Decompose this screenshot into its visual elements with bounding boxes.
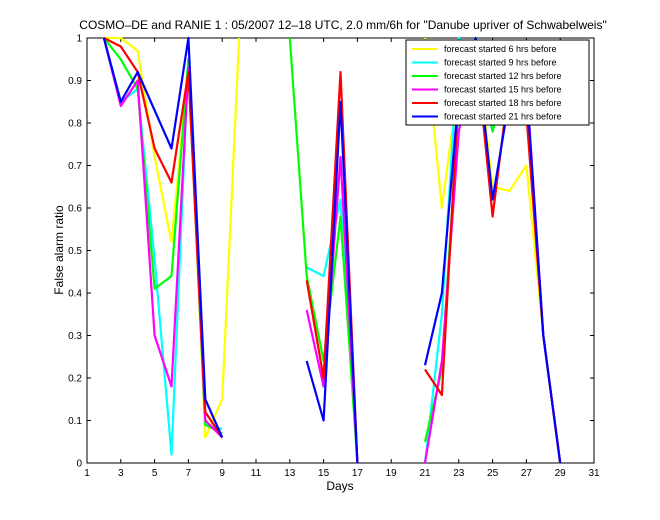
x-tick-label: 27: [521, 468, 533, 479]
x-tick-label: 21: [419, 468, 431, 479]
y-tick-label: 0: [76, 459, 82, 470]
y-tick-label: 0.6: [68, 204, 82, 215]
y-tick-label: 0.1: [68, 416, 82, 427]
x-tick-label: 23: [453, 468, 465, 479]
x-tick-label: 3: [118, 468, 124, 479]
legend-entry-3: forecast started 12 hrs before: [444, 71, 562, 81]
legend-entry-4: forecast started 15 hrs before: [444, 85, 562, 95]
x-tick-label: 5: [152, 468, 158, 479]
x-tick-label: 13: [284, 468, 296, 479]
axis-ticks: 1 3 5 7 9 11 13 15 17 19 21 23 25 27 29 3100.10.20.30.4…: [68, 34, 600, 480]
series-lines: [102, 36, 562, 464]
legend-entry-6: forecast started 21 hrs before: [444, 112, 562, 122]
x-tick-label: 11: [251, 468, 262, 479]
x-tick-label: 25: [487, 468, 499, 479]
y-tick-label: 0.9: [68, 76, 82, 87]
y-tick-label: 0.7: [68, 161, 82, 172]
x-tick-label: 1: [84, 468, 90, 479]
y-tick-label: 0.4: [68, 289, 82, 300]
legend: forecast started 6 hrs before forecast st…: [405, 39, 590, 126]
x-tick-label: 7: [186, 468, 192, 479]
y-tick-label: 0.5: [68, 246, 82, 257]
legend-box: [405, 39, 590, 126]
y-tick-label: 1: [76, 34, 82, 45]
x-tick-label: 29: [555, 468, 567, 479]
series-line-1: [103, 36, 562, 464]
y-tick-label: 0.2: [68, 374, 82, 385]
x-tick-label: 19: [386, 468, 398, 479]
series-line-6: [102, 36, 562, 464]
x-tick-label: 17: [352, 468, 364, 479]
x-tick-label: 15: [318, 468, 330, 479]
legend-entry-1: forecast started 6 hrs before: [444, 44, 557, 54]
y-tick-label: 0.8: [68, 119, 82, 130]
legend-entry-2: forecast started 9 hrs before: [444, 58, 557, 68]
legend-entry-5: forecast started 18 hrs before: [444, 98, 562, 108]
x-axis-label: Days: [326, 479, 353, 493]
y-tick-label: 0.3: [68, 331, 82, 342]
chart-title: COSMO–DE and RANIE 1 : 05/2007 12–18 UTC…: [79, 18, 606, 32]
y-axis-label: False alarm ratio: [52, 205, 66, 295]
x-tick-label: 31: [588, 468, 600, 479]
x-tick-label: 9: [219, 468, 225, 479]
